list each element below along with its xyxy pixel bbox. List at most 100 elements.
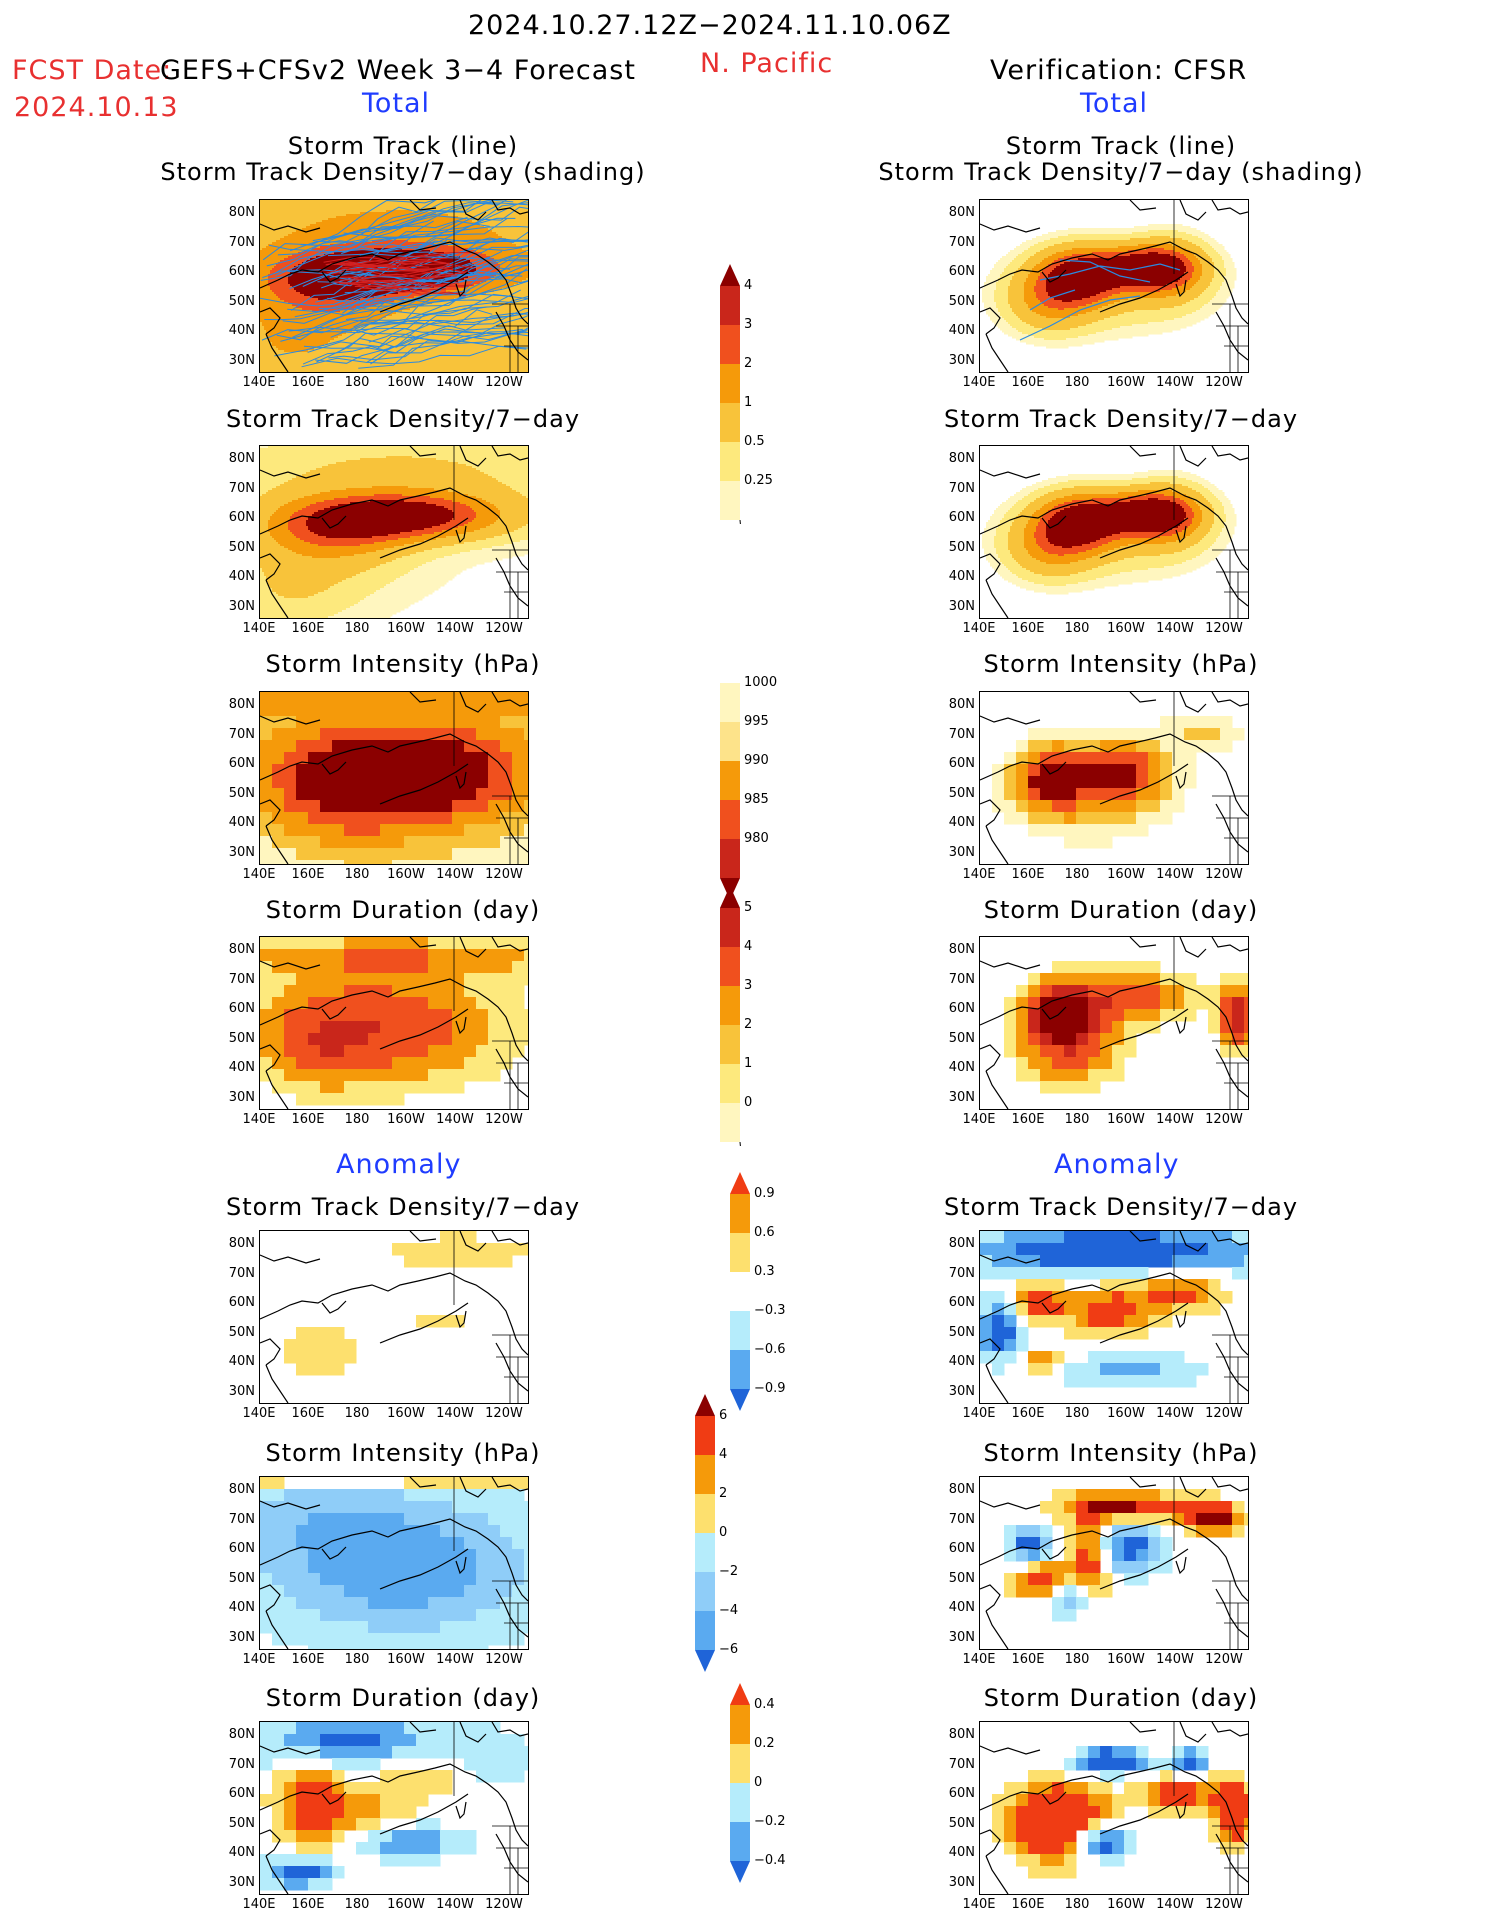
lat-tick-label: 50N — [935, 1031, 975, 1046]
colorbar-label: 0.4 — [754, 1697, 775, 1712]
title-track-line-right: Storm Track (line) — [821, 132, 1421, 160]
colorbar-label: 0 — [719, 1525, 727, 1540]
lat-tick-label: 80N — [215, 942, 255, 957]
lon-tick-label: 180 — [332, 867, 382, 882]
coastline — [260, 1722, 528, 1894]
lat-tick-label: 80N — [935, 1236, 975, 1251]
colorbar-segment — [730, 1311, 750, 1350]
lon-tick-label: 180 — [332, 1112, 382, 1127]
lat-tick-label: 30N — [215, 1875, 255, 1890]
lon-tick-label: 160E — [283, 1652, 333, 1667]
colorbar-segment — [730, 1350, 750, 1389]
lat-tick-label: 60N — [935, 264, 975, 279]
lat-tick-label: 40N — [935, 1354, 975, 1369]
lon-tick-label: 140E — [234, 375, 284, 390]
lon-tick-label: 160E — [283, 1897, 333, 1912]
lat-tick-label: 70N — [935, 972, 975, 987]
lon-tick-label: 160E — [283, 375, 333, 390]
title-density-anom-left: Storm Track Density/7−day — [103, 1193, 703, 1221]
lon-tick-label: 120W — [479, 1406, 529, 1421]
lat-tick-label: 40N — [935, 569, 975, 584]
lat-tick-label: 40N — [215, 1600, 255, 1615]
lon-tick-label: 140W — [1150, 1406, 1200, 1421]
lon-tick-label: 160W — [1101, 1406, 1151, 1421]
colorbar-segment — [730, 1705, 750, 1744]
lon-tick-label: 140E — [954, 867, 1004, 882]
colorbar-label: 1 — [744, 395, 752, 410]
lon-tick-label: 120W — [1199, 867, 1249, 882]
colorbar-segment — [730, 1744, 750, 1783]
shading — [260, 692, 528, 864]
colorbar-arrow-top — [730, 1172, 750, 1194]
lon-tick-label: 140E — [954, 621, 1004, 636]
lon-tick-label: 140W — [1150, 375, 1200, 390]
colorbar-label: −0.2 — [754, 1814, 786, 1829]
lat-tick-label: 70N — [935, 235, 975, 250]
colorbar-label: 3 — [744, 317, 752, 332]
map-verification-intensity — [979, 691, 1249, 865]
lat-tick-label: 60N — [215, 1541, 255, 1556]
lon-tick-label: 120W — [479, 621, 529, 636]
lat-tick-label: 60N — [935, 1786, 975, 1801]
colorbar-segment — [720, 986, 740, 1025]
lon-tick-label: 120W — [479, 1112, 529, 1127]
colorbar-arrow-bottom — [730, 1389, 750, 1411]
lon-tick-label: 140W — [1150, 621, 1200, 636]
anomaly-shading — [1004, 1489, 1248, 1622]
colorbar-label: 995 — [744, 714, 769, 729]
lon-tick-label: 160E — [1003, 1406, 1053, 1421]
colorbar-segment — [720, 286, 740, 325]
map-verification-track — [979, 199, 1249, 373]
lon-tick-label: 120W — [1199, 1112, 1249, 1127]
colorbar-segment — [695, 1455, 715, 1494]
lat-tick-label: 30N — [935, 1875, 975, 1890]
colorbar-label: 985 — [744, 792, 769, 807]
lon-tick-label: 180 — [1052, 867, 1102, 882]
colorbar-label: −0.4 — [754, 1853, 786, 1868]
lat-tick-label: 30N — [935, 353, 975, 368]
colorbar-segment — [720, 442, 740, 481]
colorbar-intensity_anom: 6 4 2 0 −2 −4 −6 — [695, 1394, 755, 1680]
lat-tick-label: 50N — [215, 540, 255, 555]
lat-tick-label: 30N — [215, 845, 255, 860]
lat-tick-label: 30N — [215, 599, 255, 614]
shading — [260, 937, 528, 1106]
lat-tick-label: 40N — [215, 1060, 255, 1075]
map-verification-density-anomaly — [979, 1230, 1249, 1404]
lon-tick-label: 160W — [381, 375, 431, 390]
lon-tick-label: 160E — [1003, 1652, 1053, 1667]
lon-tick-label: 140W — [1150, 1897, 1200, 1912]
coastline — [260, 1231, 528, 1403]
lon-tick-label: 140W — [430, 1112, 480, 1127]
lon-tick-label: 160E — [1003, 621, 1053, 636]
lat-tick-label: 60N — [935, 510, 975, 525]
title-track-shading-right: Storm Track Density/7−day (shading) — [821, 158, 1421, 186]
colorbar-intensity_total: 1000 995 990 985 980 — [720, 658, 780, 908]
colorbar-density_anom: 0.9 0.6 0.3 −0.3 −0.6 −0.9 — [730, 1172, 790, 1419]
lon-tick-label: 160W — [381, 1652, 431, 1667]
lon-tick-label: 140E — [954, 1897, 1004, 1912]
lat-tick-label: 80N — [215, 697, 255, 712]
lon-tick-label: 180 — [332, 1406, 382, 1421]
anomaly-shading — [284, 1231, 528, 1376]
colorbar-segment — [720, 325, 740, 364]
lon-tick-label: 160W — [381, 1897, 431, 1912]
colorbar-density_total — [720, 264, 743, 541]
lat-tick-label: 30N — [935, 1384, 975, 1399]
title-intensity-anom-left: Storm Intensity (hPa) — [103, 1439, 703, 1467]
map-forecast-intensity-anomaly — [259, 1476, 529, 1650]
colorbar-segment — [730, 1194, 750, 1233]
lat-tick-label: 40N — [935, 323, 975, 338]
lat-tick-label: 50N — [935, 1571, 975, 1586]
colorbar-label: 0.9 — [754, 1186, 775, 1201]
anomaly-shading — [980, 1231, 1248, 1388]
lat-tick-label: 60N — [215, 264, 255, 279]
colorbar-label: 2 — [719, 1486, 727, 1501]
fcst-model: GEFS+CFSv2 Week 3−4 Forecast — [160, 55, 636, 86]
colorbar-segment — [695, 1572, 715, 1611]
colorbar-duration_anom — [730, 1683, 750, 1883]
title-duration-anom-right: Storm Duration (day) — [821, 1684, 1421, 1712]
title-track-shading-left: Storm Track Density/7−day (shading) — [103, 158, 703, 186]
colorbar-duration_anom: 0.4 0.2 0 −0.2 −0.4 — [730, 1683, 790, 1891]
colorbar-duration_total — [720, 886, 743, 1163]
